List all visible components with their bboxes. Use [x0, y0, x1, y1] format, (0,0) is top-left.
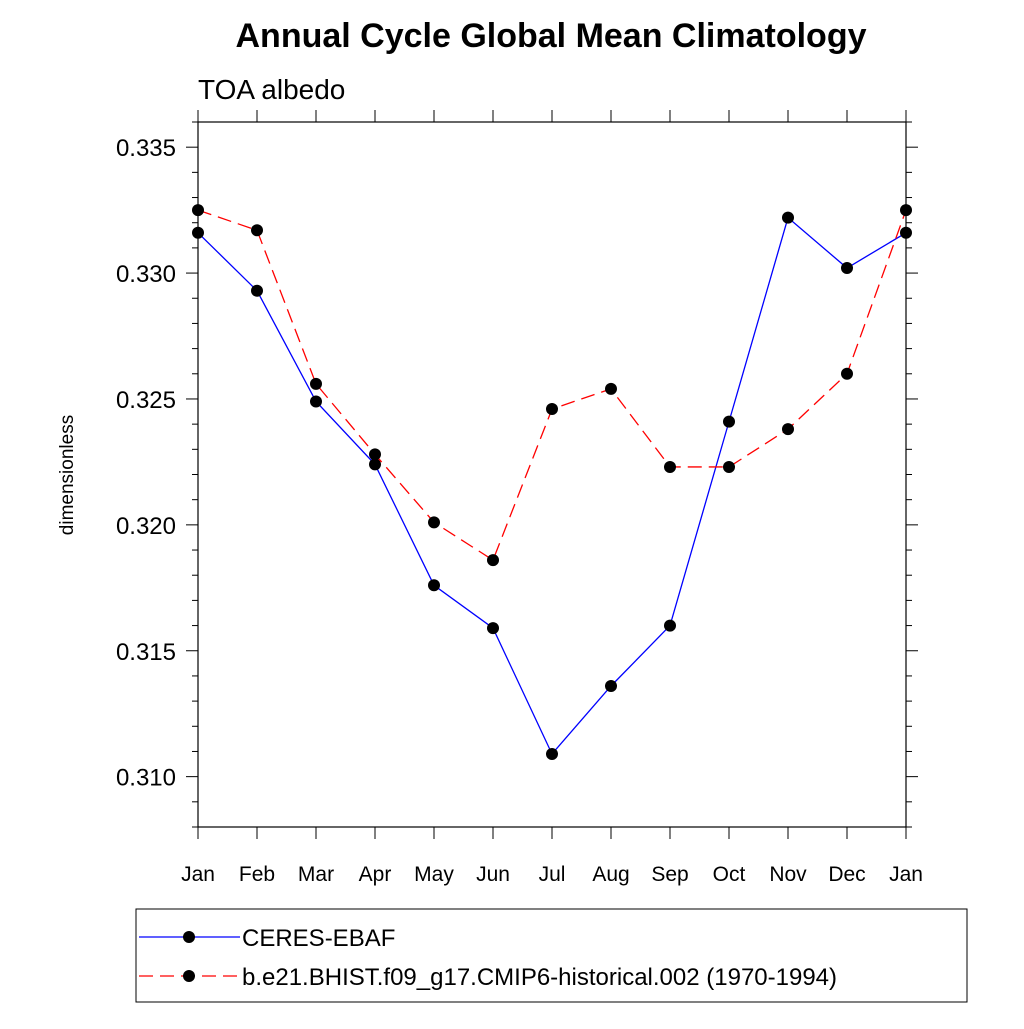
data-point — [428, 516, 440, 529]
y-tick-label: 0.320 — [116, 513, 176, 540]
data-point — [605, 382, 617, 395]
x-tick-label: Sep — [651, 863, 688, 886]
data-point — [487, 622, 499, 635]
x-tick-label: Dec — [828, 863, 865, 886]
y-axis-label: dimensionless — [57, 415, 78, 535]
data-point — [369, 448, 381, 461]
data-point — [251, 224, 263, 237]
data-point — [310, 395, 322, 408]
data-point — [900, 226, 912, 239]
x-tick-label: Feb — [239, 863, 275, 886]
data-point — [782, 211, 794, 224]
x-tick-label: May — [414, 863, 454, 886]
axis-ticks: Jan Feb Mar Apr May Jun Jul Aug Sep Oct Nov Dec Jan 0… — [116, 110, 923, 886]
y-tick-label: 0.315 — [116, 639, 176, 666]
x-tick-label: Aug — [592, 863, 629, 886]
legend-swatch-marker — [183, 970, 195, 982]
data-point — [900, 204, 912, 217]
legend-swatch-marker — [183, 931, 195, 943]
data-point — [723, 460, 735, 473]
data-point — [546, 403, 558, 416]
series-1 — [192, 211, 912, 760]
data-point — [310, 377, 322, 390]
legend-box — [135, 908, 968, 1003]
x-tick-label: Jan — [889, 863, 923, 886]
data-point — [546, 747, 558, 760]
x-tick-label: Jan — [181, 863, 215, 886]
data-point — [487, 554, 499, 567]
data-point — [192, 226, 204, 239]
x-tick-label: Nov — [769, 863, 807, 886]
x-tick-label: Jul — [539, 863, 566, 886]
y-tick-label: 0.325 — [116, 387, 176, 414]
data-point — [369, 458, 381, 471]
series-line — [197, 216, 907, 756]
series-layer — [192, 204, 912, 760]
legend: CERES-EBAF b.e21.BHIST.f09_g17.CMIP6-hist… — [139, 925, 837, 991]
x-tick-label: Apr — [359, 863, 392, 886]
y-tick-label: 0.335 — [116, 135, 176, 162]
data-point — [723, 415, 735, 428]
x-tick-label: Mar — [298, 863, 334, 886]
x-tick-label: Oct — [713, 863, 746, 886]
data-point — [841, 367, 853, 380]
series-2 — [192, 204, 912, 567]
data-point — [664, 460, 676, 473]
x-tick-label: Jun — [476, 863, 510, 886]
data-point — [251, 284, 263, 297]
series-line — [197, 209, 907, 562]
data-point — [192, 204, 204, 217]
data-point — [428, 579, 440, 592]
legend-label: b.e21.BHIST.f09_g17.CMIP6-historical.002… — [242, 964, 837, 991]
chart-subtitle: TOA albedo — [198, 74, 345, 105]
y-tick-label: 0.330 — [116, 261, 176, 288]
data-point — [664, 619, 676, 632]
data-point — [605, 680, 617, 692]
chart-title: Annual Cycle Global Mean Climatology — [236, 17, 867, 55]
data-point — [841, 262, 853, 275]
data-point — [782, 423, 794, 436]
legend-label: CERES-EBAF — [242, 925, 395, 952]
y-tick-label: 0.310 — [116, 765, 176, 792]
